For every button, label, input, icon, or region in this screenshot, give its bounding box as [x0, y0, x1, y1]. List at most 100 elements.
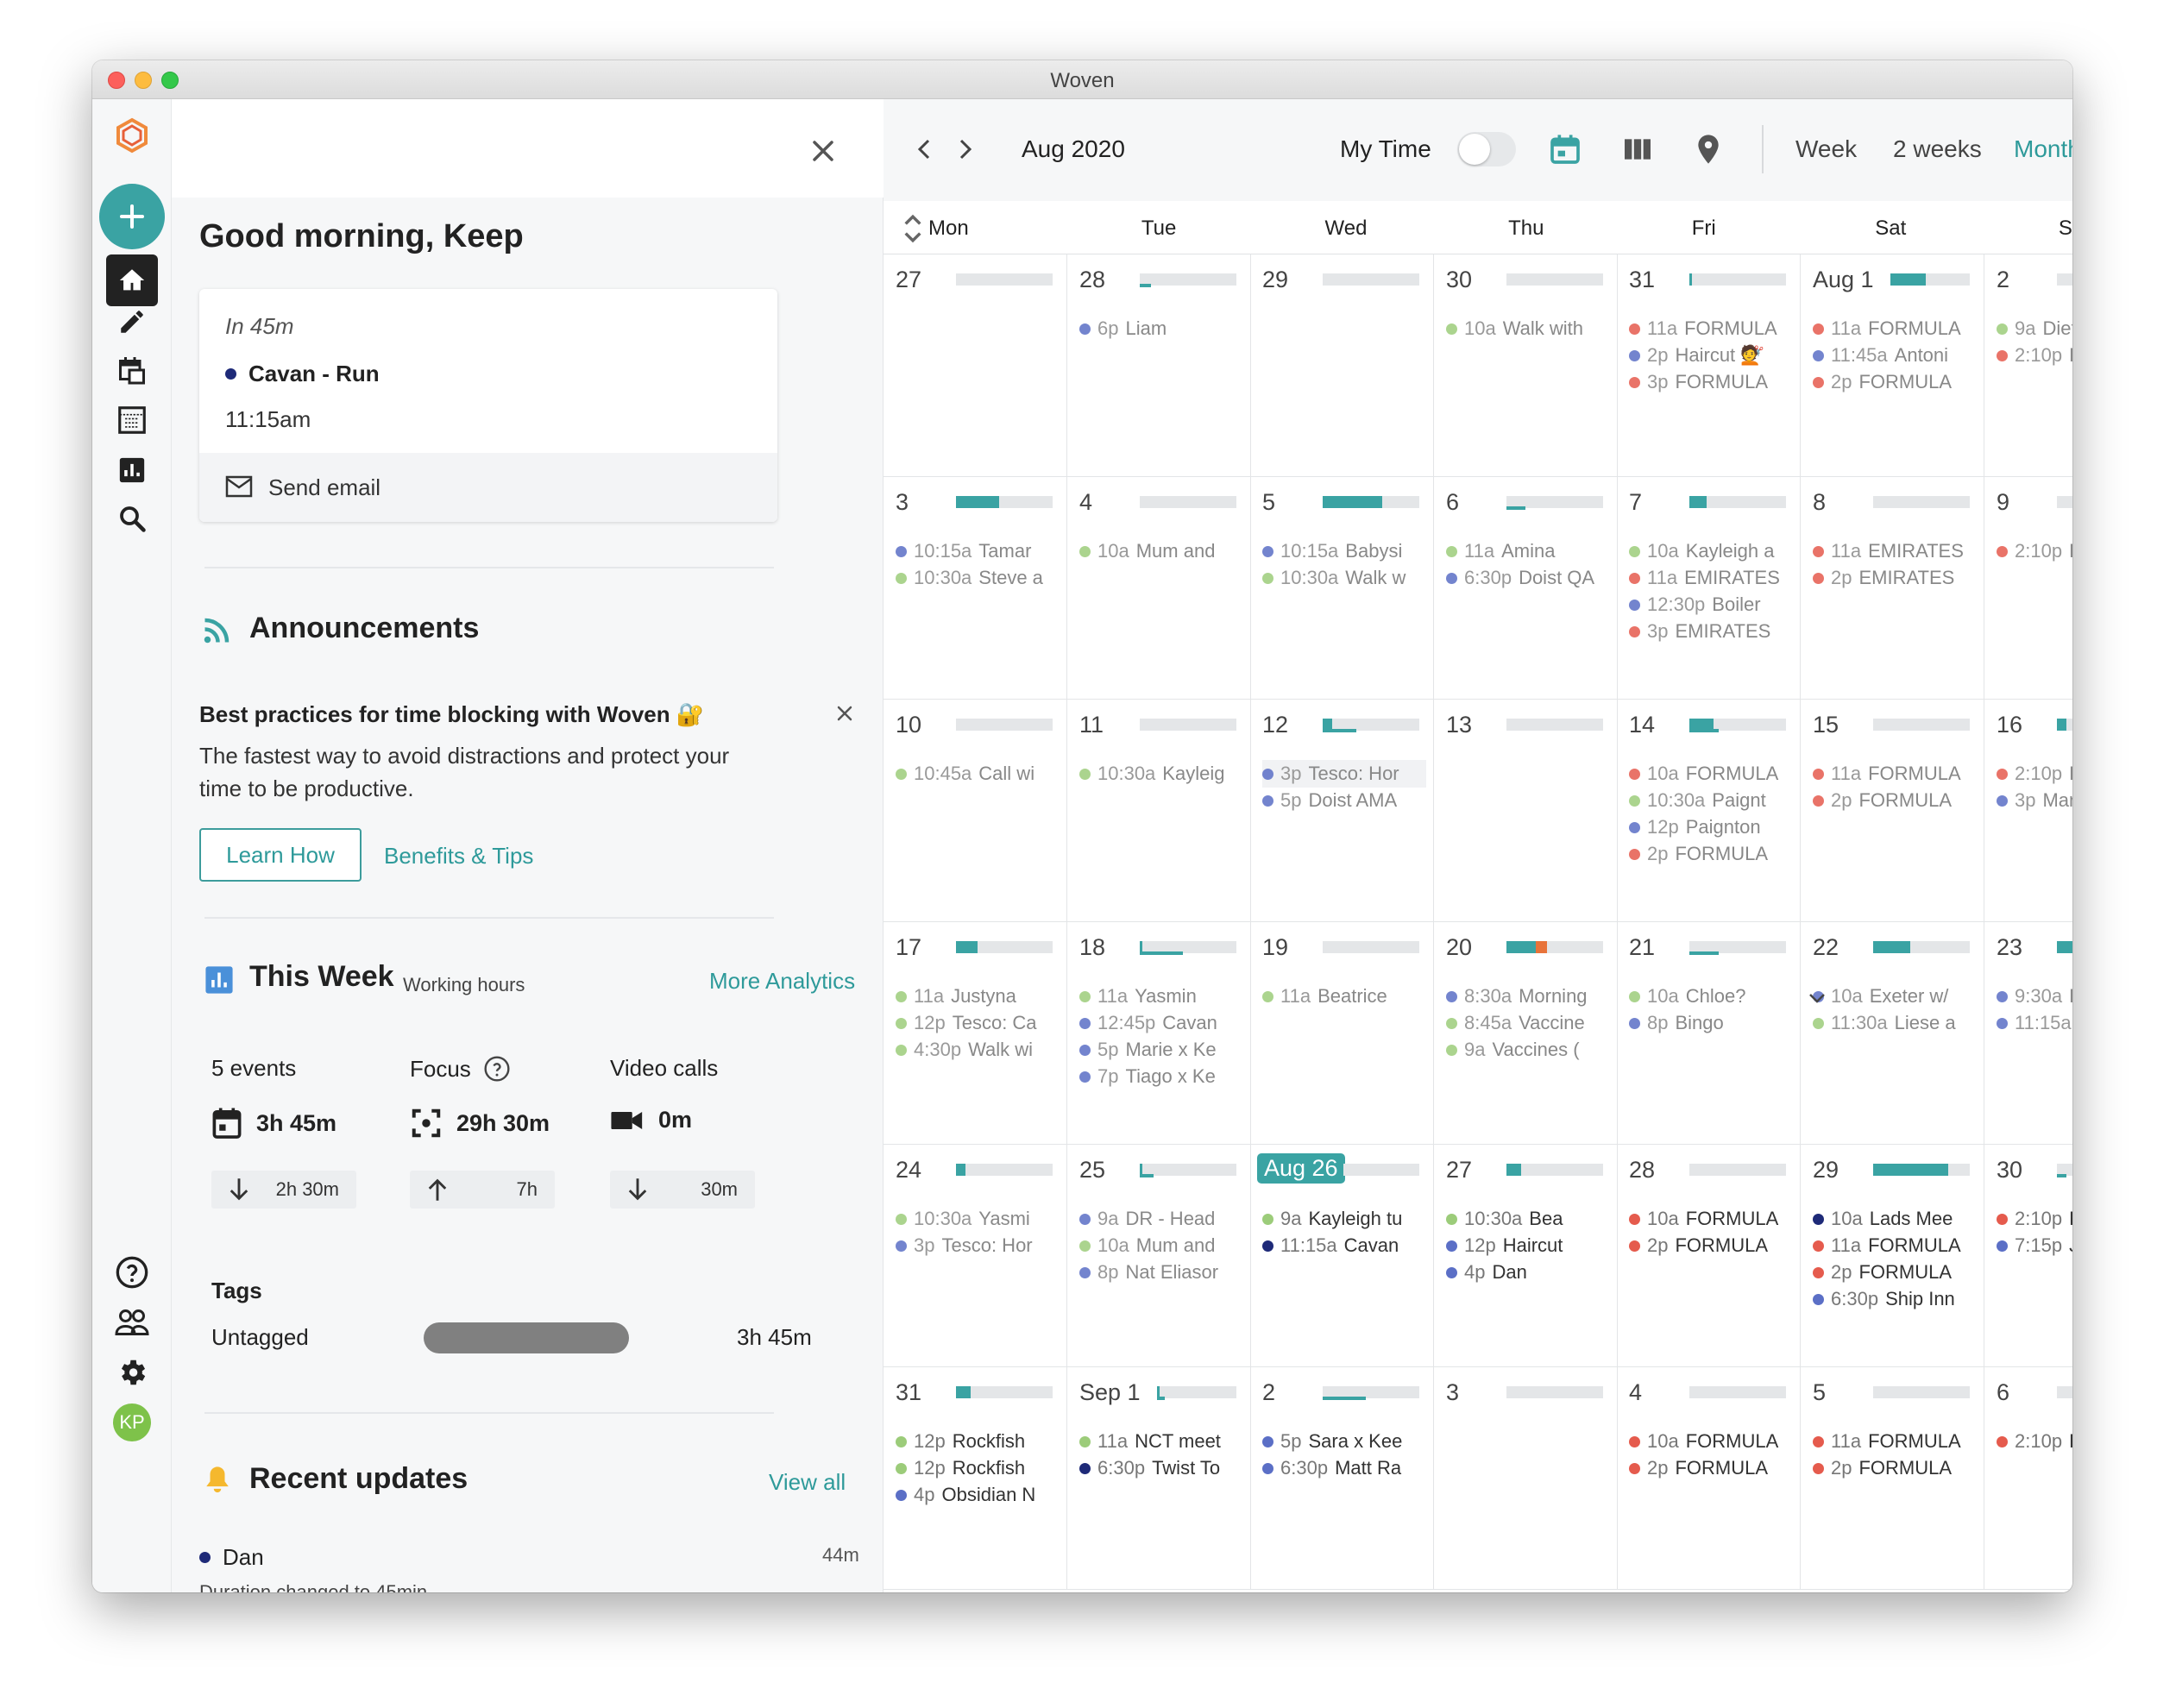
day-cell[interactable]: 29	[1250, 254, 1434, 477]
calendar-event[interactable]: 11a FORMULA	[1813, 760, 1977, 788]
calendar-event[interactable]: 10a Exeter w/	[1813, 983, 1977, 1010]
calendar-event[interactable]: 11a FORMULA	[1813, 1232, 1977, 1259]
notes-nav-button[interactable]	[113, 401, 151, 439]
calendar-event[interactable]: 11a EMIRATES	[1629, 564, 1793, 592]
calendar-event[interactable]: 10:30a Walk w	[1262, 564, 1426, 592]
calendar-event[interactable]: 10a Mum and	[1079, 1232, 1243, 1259]
date-label[interactable]: 7	[1629, 489, 1643, 515]
calendar-event[interactable]: 5p Sara x Kee	[1262, 1428, 1426, 1455]
help-button[interactable]	[113, 1253, 151, 1291]
date-label[interactable]: 5	[1262, 489, 1276, 515]
calendar-event[interactable]: 12:45p Cavan	[1079, 1009, 1243, 1037]
calendar-event[interactable]: 9:30a Rob Bev	[1997, 983, 2072, 1010]
date-label[interactable]: 21	[1629, 934, 1656, 960]
calendar-event[interactable]: 11a Beatrice	[1262, 983, 1426, 1010]
edit-nav-button[interactable]	[113, 303, 151, 341]
day-cell[interactable]: 28 6p Liam	[1067, 254, 1251, 477]
day-cell[interactable]: 2 9a Dietician - I 2:10p FORMU	[1984, 254, 2072, 477]
zoom-window-button[interactable]	[161, 72, 179, 89]
calendar-event[interactable]: 11a FORMULA	[1813, 1428, 1977, 1455]
calendar-event[interactable]: 3p Tesco: Hor	[896, 1232, 1060, 1259]
day-cell[interactable]: 2 5p Sara x Kee 6:30p Matt Ra	[1250, 1367, 1434, 1590]
send-email-button[interactable]: Send email	[199, 453, 777, 522]
minimize-window-button[interactable]	[135, 72, 152, 89]
day-cell[interactable]: 17 11a Justyna 12p Tesco: Ca 4:30p Walk wi	[884, 922, 1067, 1145]
day-cell[interactable]: 19 11a Beatrice	[1250, 922, 1434, 1145]
day-cell[interactable]: 5 11a FORMULA 2p FORMULA	[1801, 1367, 1984, 1590]
calendar-event[interactable]: 6p Liam	[1079, 315, 1243, 342]
calendar-event[interactable]: 2:10p EMIRAT	[1997, 537, 2072, 565]
date-label[interactable]: 19	[1262, 934, 1289, 960]
calendar-event[interactable]: 11:15a Cavan	[1262, 1232, 1426, 1259]
calendar-event[interactable]: 6:30p Matt Ra	[1262, 1454, 1426, 1482]
close-window-button[interactable]	[108, 72, 125, 89]
date-label[interactable]: 27	[1446, 1157, 1473, 1183]
dismiss-announcement-icon[interactable]	[834, 703, 855, 724]
search-nav-button[interactable]	[113, 499, 151, 537]
date-label[interactable]: 24	[896, 1157, 922, 1183]
calendar-event[interactable]: 11:30a Liese a	[1813, 1009, 1977, 1037]
benefits-tips-link[interactable]: Benefits & Tips	[384, 843, 534, 869]
date-label[interactable]: Sep 1	[1079, 1379, 1141, 1405]
day-cell[interactable]: 13	[1434, 700, 1618, 922]
calendar-event[interactable]: 10a Lads Mee	[1813, 1205, 1977, 1233]
date-label[interactable]: 31	[1629, 267, 1656, 292]
day-cell[interactable]: 12 3p Tesco: Hor 5p Doist AMA	[1250, 700, 1434, 922]
prev-month-icon[interactable]	[909, 132, 940, 166]
calendar-event[interactable]: 3p EMIRATES	[1629, 618, 1793, 645]
date-label[interactable]: 30	[1446, 267, 1473, 292]
day-cell[interactable]: 8 11a EMIRATES 2p EMIRATES	[1801, 477, 1984, 700]
calendar-event[interactable]: 2p EMIRATES	[1813, 564, 1977, 592]
calendar-event[interactable]: 10:15a Tamar	[896, 537, 1060, 565]
date-label[interactable]: 6	[1997, 1379, 2010, 1405]
day-cell[interactable]: 11 10:30a Kayleig	[1067, 700, 1251, 922]
date-label[interactable]: 9	[1997, 489, 2010, 515]
calendar-event[interactable]: 10:15a Babysi	[1262, 537, 1426, 565]
calendar-event[interactable]: 2:10p FORMU	[1997, 760, 2072, 788]
date-label[interactable]: Aug 1	[1813, 267, 1874, 292]
calendar-event[interactable]: 7:15p Jack, St	[1997, 1232, 2072, 1259]
day-cell[interactable]: 6 11a Amina 6:30p Doist QA	[1434, 477, 1618, 700]
close-panel-icon[interactable]	[806, 134, 840, 168]
day-cell[interactable]: 5 10:15a Babysi 10:30a Walk w	[1250, 477, 1434, 700]
day-cell[interactable]: 10 10:45a Call wi	[884, 700, 1067, 922]
calendar-event[interactable]: 8p Bingo	[1629, 1009, 1793, 1037]
calendar-event[interactable]: 3p Tesco: Hor	[1262, 760, 1426, 788]
user-avatar[interactable]: KP	[113, 1403, 151, 1441]
settings-button[interactable]	[113, 1353, 151, 1391]
date-label[interactable]: 6	[1446, 489, 1460, 515]
calendar-event[interactable]: 10:30a Yasmi	[896, 1205, 1060, 1233]
day-cell[interactable]: 14 10a FORMULA 10:30a Paignt 12p Paignton 2p FOR…	[1617, 700, 1801, 922]
day-cell[interactable]: Sep 1 11a NCT meet 6:30p Twist To	[1067, 1367, 1251, 1590]
calendar-event[interactable]: 2p FORMULA	[1629, 1232, 1793, 1259]
calendar-event[interactable]: 8:30a Morning	[1446, 983, 1610, 1010]
date-label[interactable]: 3	[896, 489, 909, 515]
calendar-event[interactable]: 10a Walk with	[1446, 315, 1610, 342]
date-label[interactable]: 4	[1629, 1379, 1643, 1405]
date-label[interactable]: 29	[1813, 1157, 1839, 1183]
day-cell[interactable]: 3	[1434, 1367, 1618, 1590]
date-label[interactable]: 8	[1813, 489, 1827, 515]
next-month-icon[interactable]	[949, 132, 980, 166]
day-cell[interactable]: 29 10a Lads Mee 11a FORMULA 2p FORMULA 6:30p Shi…	[1801, 1145, 1984, 1367]
view-all-link[interactable]: View all	[769, 1469, 846, 1495]
calendar-event[interactable]: 10:30a Paignt	[1629, 787, 1793, 814]
create-event-button[interactable]	[99, 184, 165, 249]
day-cell[interactable]: 18 11a Yasmin 12:45p Cavan 5p Marie x Ke 7p Tiag…	[1067, 922, 1251, 1145]
help-circle-icon[interactable]	[483, 1055, 511, 1083]
calendar-event[interactable]: 5p Marie x Ke	[1079, 1036, 1243, 1064]
calendar-event[interactable]: 12p Tesco: Ca	[896, 1009, 1060, 1037]
columns-view-icon[interactable]	[1620, 132, 1655, 166]
day-cell[interactable]: Aug 1 11a FORMULA 11:45a Antoni 2p FORMULA	[1801, 254, 1984, 477]
calendar-event[interactable]: 9a Vaccines (	[1446, 1036, 1610, 1064]
day-cell[interactable]: 28 10a FORMULA 2p FORMULA	[1617, 1145, 1801, 1367]
analytics-nav-button[interactable]	[113, 451, 151, 489]
date-label[interactable]: 17	[896, 934, 922, 960]
calendar-event[interactable]: 6:30p Twist To	[1079, 1454, 1243, 1482]
date-label[interactable]: 31	[896, 1379, 922, 1405]
date-label[interactable]: 5	[1813, 1379, 1827, 1405]
date-label[interactable]: 4	[1079, 489, 1093, 515]
date-label[interactable]: 30	[1997, 1157, 2023, 1183]
date-label[interactable]: 14	[1629, 712, 1656, 738]
view-week[interactable]: Week	[1795, 135, 1858, 162]
